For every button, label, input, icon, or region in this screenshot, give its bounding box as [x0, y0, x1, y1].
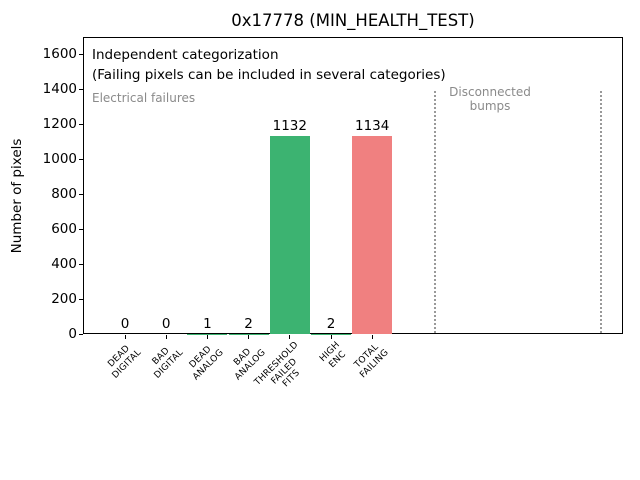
x-tick-label: HIGH ENC [318, 340, 350, 372]
bar-value-label: 1132 [272, 117, 307, 134]
y-tick-mark [79, 333, 83, 335]
x-tick-mark [124, 335, 126, 339]
y-tick-mark [79, 298, 83, 300]
y-tick-mark [79, 53, 83, 55]
bar-value-label: 1 [203, 315, 212, 332]
y-tick-mark [79, 123, 83, 125]
y-tick-mark [79, 193, 83, 195]
x-tick-label: BAD DIGITAL [144, 340, 185, 381]
y-tick-label: 600 [51, 220, 77, 237]
region-label-electrical-failures: Electrical failures [92, 91, 196, 105]
separator-line-left [433, 91, 436, 334]
y-tick-label: 1400 [42, 80, 77, 97]
bar-value-label: 2 [244, 315, 253, 332]
separator-line-right [599, 91, 602, 334]
region-label-disconnected-bumps: Disconnected bumps [449, 85, 531, 113]
x-tick-mark [371, 335, 373, 339]
annotation-note: (Failing pixels can be included in sever… [92, 67, 446, 83]
y-tick-mark [79, 263, 83, 265]
bar-value-label: 2 [326, 315, 336, 332]
bar-threshold-failed-fits [269, 135, 310, 334]
y-tick-mark [79, 228, 83, 230]
annotation-independent-categorization: Independent categorization [92, 47, 279, 63]
bar-value-label: 1134 [355, 117, 390, 134]
x-tick-label: DEAD ANALOG [184, 340, 226, 382]
y-tick-label: 400 [51, 255, 77, 272]
chart-title: 0x17778 (MIN_HEALTH_TEST) [231, 11, 475, 30]
x-tick-label: TOTAL FAILING [351, 340, 391, 380]
x-tick-mark [165, 335, 167, 339]
x-tick-mark [330, 335, 332, 339]
x-tick-mark [206, 335, 208, 339]
x-tick-mark [289, 335, 291, 339]
y-tick-label: 1600 [42, 45, 77, 62]
x-tick-label: DEAD DIGITAL [103, 340, 144, 381]
y-tick-label: 800 [51, 185, 77, 202]
y-tick-mark [79, 158, 83, 160]
y-tick-label: 1000 [42, 150, 77, 167]
y-tick-label: 0 [68, 325, 77, 342]
x-tick-mark [248, 335, 250, 339]
y-tick-label: 200 [51, 290, 77, 307]
y-tick-label: 1200 [42, 115, 77, 132]
bar-total-failing [352, 135, 393, 334]
bar-value-label: 0 [120, 316, 130, 332]
bar-value-label: 0 [161, 316, 171, 332]
y-axis-label: Number of pixels [9, 138, 25, 254]
y-tick-mark [79, 88, 83, 90]
